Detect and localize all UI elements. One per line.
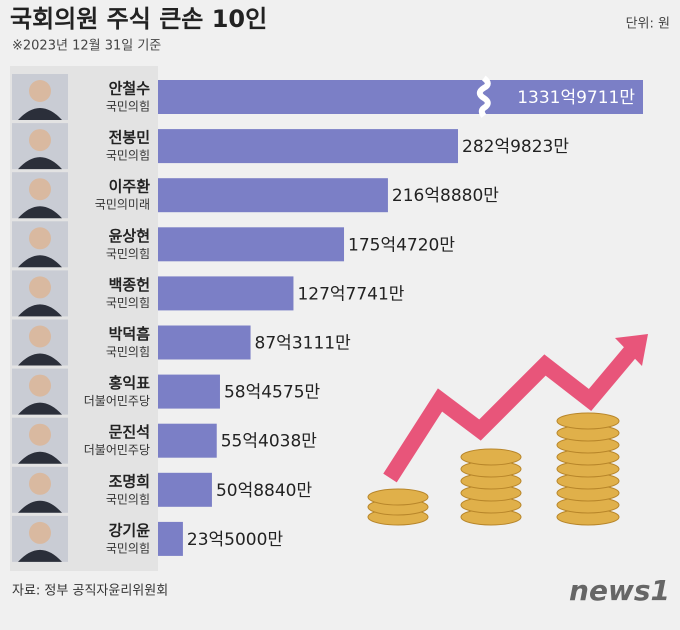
value-label: 175억4720만 (348, 235, 455, 255)
photo-body (18, 304, 62, 317)
bar (158, 129, 458, 164)
photo-head (29, 227, 51, 250)
photo-head (29, 521, 51, 544)
value-label: 282억9823만 (462, 137, 569, 157)
photo-head (29, 80, 51, 102)
photo-body (18, 255, 62, 268)
party-label: 국민의미래 (95, 198, 150, 212)
photo-head (29, 374, 51, 397)
party-label: 더불어민주당 (84, 394, 150, 408)
category-label: 문진석 (109, 423, 150, 441)
photo-head (29, 178, 51, 201)
photo-head (29, 129, 51, 152)
chart-title: 국회의원 주식 큰손 10인 (10, 5, 267, 33)
photo-body (18, 353, 62, 366)
axis-break (476, 75, 491, 118)
party-label: 국민의힘 (106, 345, 150, 359)
category-label: 강기윤 (109, 521, 151, 539)
source: 자료: 정부 공직자윤리위원회 (12, 584, 168, 599)
bar (158, 227, 345, 262)
party-label: 국민의힘 (106, 296, 150, 310)
logo: news1 (569, 574, 670, 607)
category-label: 조명희 (109, 472, 150, 490)
value-label: 23억5000만 (187, 530, 284, 550)
photo-body (18, 500, 62, 513)
decoration (367, 334, 648, 526)
category-label: 윤상현 (109, 227, 150, 245)
category-label: 안철수 (109, 80, 151, 98)
bar (158, 423, 217, 458)
bar (158, 325, 251, 360)
photo-body (18, 549, 62, 562)
photo-head (29, 325, 51, 348)
photo-head (29, 423, 51, 446)
value-label: 58억4575만 (224, 383, 321, 403)
photo-body (18, 206, 62, 219)
category-label: 박덕흠 (109, 325, 151, 343)
subtitle: ※2023년 12월 31일 기준 (12, 39, 161, 54)
party-label: 국민의힘 (106, 247, 150, 261)
party-label: 국민의힘 (106, 492, 150, 506)
party-label: 더불어민주당 (84, 443, 150, 457)
unit-label: 단위: 원 (626, 17, 670, 32)
value-label: 55억4038만 (221, 432, 318, 452)
value-label: 50억8840만 (216, 481, 313, 501)
bar (158, 80, 643, 114)
category-label: 전봉민 (109, 129, 150, 147)
bar (158, 276, 294, 311)
value-label: 1331억9711만 (517, 88, 635, 108)
photo-body (18, 402, 62, 415)
photo-head (29, 276, 51, 299)
photo-body (18, 451, 62, 464)
category-label: 이주환 (109, 178, 151, 196)
category-label: 백종헌 (109, 276, 150, 294)
value-label: 216억8880만 (392, 186, 499, 206)
party-label: 국민의힘 (106, 149, 150, 163)
party-label: 국민의힘 (106, 541, 150, 555)
photo-body (18, 157, 62, 170)
photo-body (18, 108, 62, 120)
value-label: 87억3111만 (255, 334, 352, 354)
bar (158, 178, 388, 213)
bar (158, 472, 212, 507)
category-label: 홍익표 (109, 374, 151, 392)
value-label: 127억7741만 (297, 284, 404, 304)
photo-head (29, 472, 51, 495)
party-label: 국민의힘 (106, 100, 150, 114)
bar (158, 521, 183, 556)
bar (158, 374, 220, 409)
